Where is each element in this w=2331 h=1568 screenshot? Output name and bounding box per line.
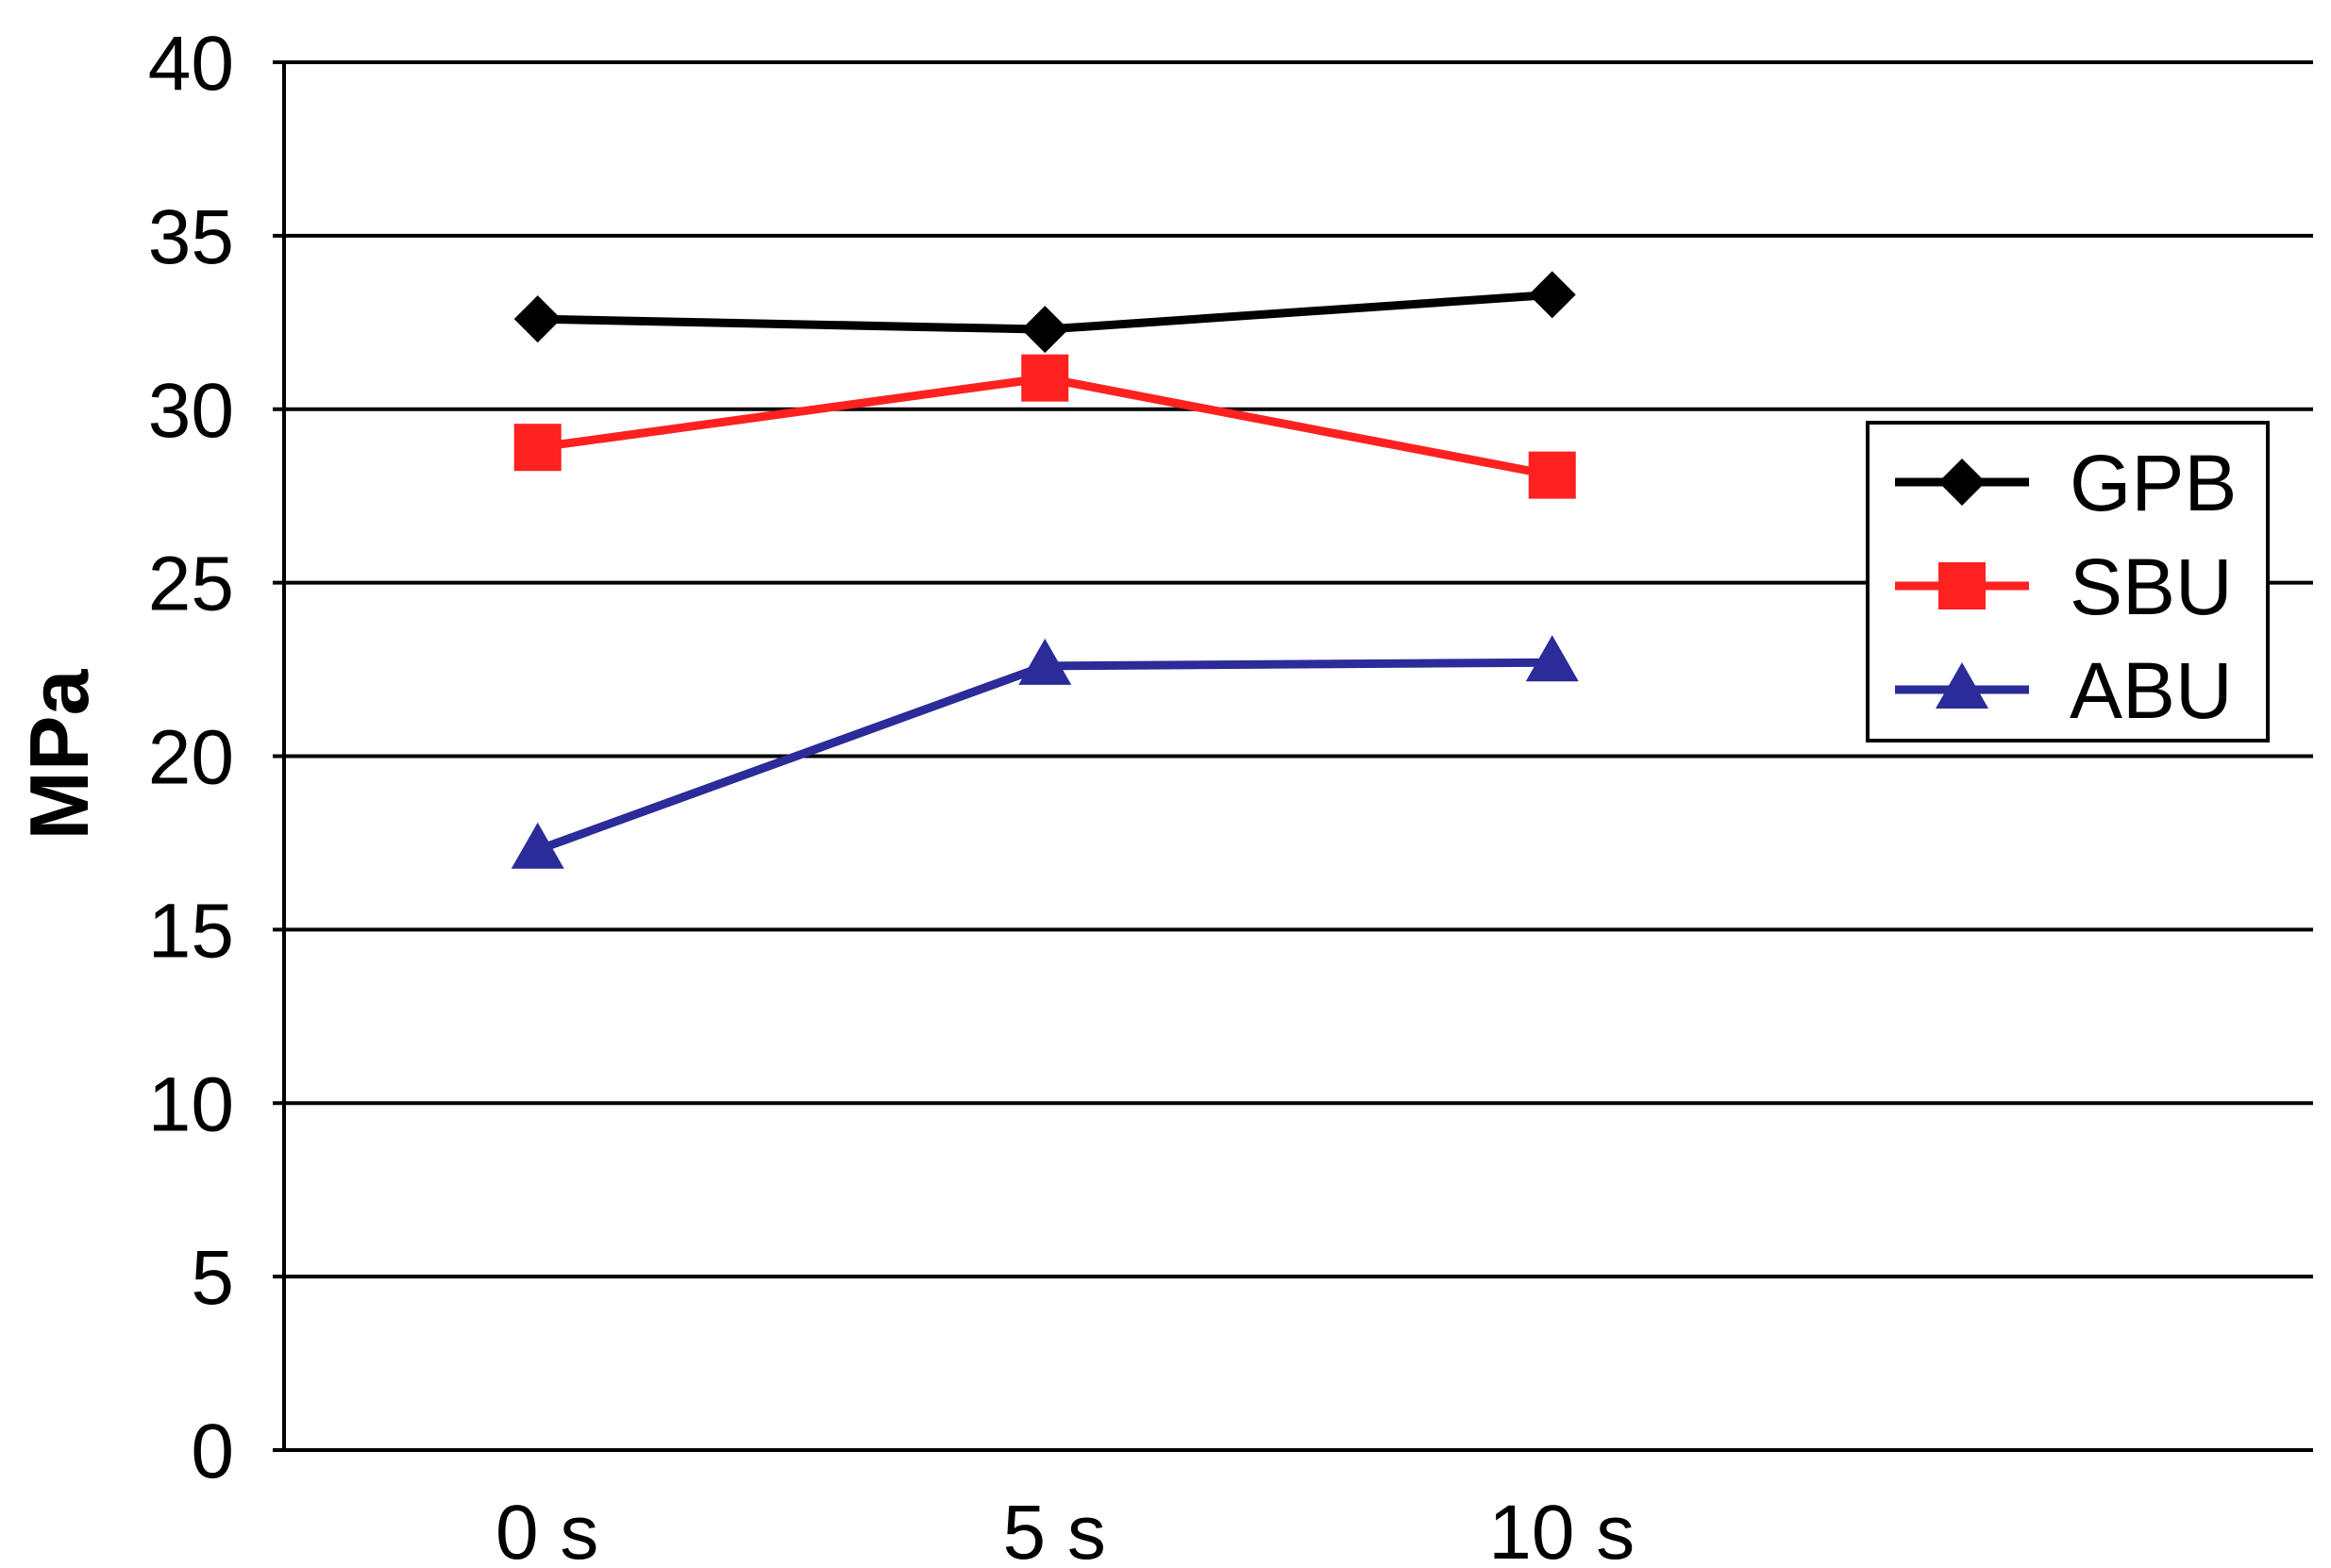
y-tick-label: 25 (148, 542, 234, 627)
legend-label: SBU (2070, 542, 2233, 631)
series-abu (511, 635, 1579, 869)
x-tick-label: 5 s (1003, 1490, 1106, 1568)
series-gpb (513, 271, 1576, 354)
legend-item-abu: ABU (1895, 646, 2233, 735)
y-tick-label: 40 (148, 21, 234, 107)
data-point-sbu (1021, 354, 1069, 402)
gridlines (273, 60, 2313, 1452)
legend-item-sbu: SBU (1895, 542, 2233, 631)
y-tick-label: 0 (191, 1409, 234, 1494)
data-point-abu (1525, 635, 1579, 682)
legend-item-gpb: GPB (1895, 439, 2237, 527)
data-point-gpb (1528, 271, 1576, 319)
y-tick-label: 10 (148, 1061, 234, 1147)
axes: 0 5 10 15 20 25 30 35 40 0 s 5 s 10 s MPa (12, 21, 1635, 1568)
data-point-sbu (513, 424, 562, 472)
y-tick-label: 15 (148, 888, 234, 974)
y-tick-label: 5 (191, 1235, 234, 1321)
legend-marker-diamond (1938, 459, 1986, 506)
x-tick-label: 0 s (495, 1490, 598, 1568)
data-point-abu (1018, 638, 1072, 685)
series-sbu (513, 354, 1576, 499)
data-point-gpb (513, 295, 562, 343)
data-point-sbu (1528, 451, 1576, 499)
legend-label: ABU (2070, 646, 2233, 735)
legend-marker-square (1938, 562, 1986, 609)
data-point-abu (511, 822, 564, 869)
y-tick-label: 20 (148, 715, 234, 801)
series-group (511, 271, 1579, 869)
legend-label: GPB (2070, 439, 2237, 527)
data-point-gpb (1021, 306, 1069, 354)
x-tick-label: 10 s (1488, 1490, 1635, 1568)
y-tick-label: 30 (148, 368, 234, 454)
legend: GPB SBU ABU (1866, 421, 2270, 742)
y-tick-label: 35 (148, 194, 234, 280)
legend-marker-triangle (1936, 662, 1988, 709)
y-axis-title: MPa (12, 668, 106, 840)
